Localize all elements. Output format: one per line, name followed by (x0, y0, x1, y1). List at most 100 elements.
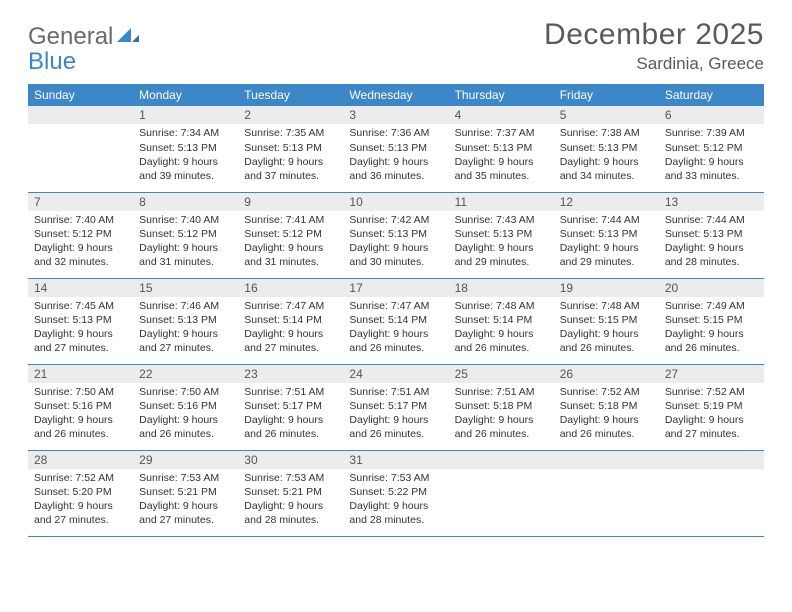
day-number: 6 (659, 106, 764, 124)
day-details: Sunrise: 7:46 AMSunset: 5:13 PMDaylight:… (133, 297, 238, 360)
day-header: Saturday (659, 84, 764, 106)
day-details: Sunrise: 7:38 AMSunset: 5:13 PMDaylight:… (554, 124, 659, 187)
calendar-cell: 25Sunrise: 7:51 AMSunset: 5:18 PMDayligh… (449, 364, 554, 450)
day-number: 24 (343, 365, 448, 383)
day-details: Sunrise: 7:47 AMSunset: 5:14 PMDaylight:… (343, 297, 448, 360)
logo: General Blue (28, 18, 139, 74)
calendar-cell: 1Sunrise: 7:34 AMSunset: 5:13 PMDaylight… (133, 106, 238, 192)
day-number: 10 (343, 193, 448, 211)
day-number: 21 (28, 365, 133, 383)
calendar-cell: 6Sunrise: 7:39 AMSunset: 5:12 PMDaylight… (659, 106, 764, 192)
calendar-cell: 7Sunrise: 7:40 AMSunset: 5:12 PMDaylight… (28, 192, 133, 278)
day-number: 17 (343, 279, 448, 297)
header: General Blue December 2025 Sardinia, Gre… (28, 18, 764, 74)
day-details: Sunrise: 7:42 AMSunset: 5:13 PMDaylight:… (343, 211, 448, 274)
calendar-cell: 14Sunrise: 7:45 AMSunset: 5:13 PMDayligh… (28, 278, 133, 364)
day-number: 27 (659, 365, 764, 383)
calendar-cell: 26Sunrise: 7:52 AMSunset: 5:18 PMDayligh… (554, 364, 659, 450)
day-number: 26 (554, 365, 659, 383)
day-details: Sunrise: 7:53 AMSunset: 5:21 PMDaylight:… (133, 469, 238, 532)
day-number: 9 (238, 193, 343, 211)
logo-word1: General (28, 23, 113, 50)
day-details: Sunrise: 7:44 AMSunset: 5:13 PMDaylight:… (554, 211, 659, 274)
calendar-cell: 3Sunrise: 7:36 AMSunset: 5:13 PMDaylight… (343, 106, 448, 192)
calendar-cell: 23Sunrise: 7:51 AMSunset: 5:17 PMDayligh… (238, 364, 343, 450)
calendar-cell: 17Sunrise: 7:47 AMSunset: 5:14 PMDayligh… (343, 278, 448, 364)
day-details: Sunrise: 7:35 AMSunset: 5:13 PMDaylight:… (238, 124, 343, 187)
day-details: Sunrise: 7:50 AMSunset: 5:16 PMDaylight:… (133, 383, 238, 446)
day-number: 28 (28, 451, 133, 469)
day-number: 16 (238, 279, 343, 297)
day-number-empty (28, 106, 133, 124)
calendar-cell: 5Sunrise: 7:38 AMSunset: 5:13 PMDaylight… (554, 106, 659, 192)
day-header: Friday (554, 84, 659, 106)
day-details: Sunrise: 7:41 AMSunset: 5:12 PMDaylight:… (238, 211, 343, 274)
day-number: 13 (659, 193, 764, 211)
day-details: Sunrise: 7:53 AMSunset: 5:21 PMDaylight:… (238, 469, 343, 532)
day-header: Tuesday (238, 84, 343, 106)
day-details: Sunrise: 7:43 AMSunset: 5:13 PMDaylight:… (449, 211, 554, 274)
calendar-head: SundayMondayTuesdayWednesdayThursdayFrid… (28, 84, 764, 106)
day-number: 4 (449, 106, 554, 124)
day-details: Sunrise: 7:40 AMSunset: 5:12 PMDaylight:… (28, 211, 133, 274)
day-number: 15 (133, 279, 238, 297)
calendar-row: 14Sunrise: 7:45 AMSunset: 5:13 PMDayligh… (28, 278, 764, 364)
calendar-cell: 4Sunrise: 7:37 AMSunset: 5:13 PMDaylight… (449, 106, 554, 192)
day-number: 1 (133, 106, 238, 124)
calendar-row: 7Sunrise: 7:40 AMSunset: 5:12 PMDaylight… (28, 192, 764, 278)
day-details: Sunrise: 7:37 AMSunset: 5:13 PMDaylight:… (449, 124, 554, 187)
day-header: Sunday (28, 84, 133, 106)
day-number: 18 (449, 279, 554, 297)
calendar-cell: 29Sunrise: 7:53 AMSunset: 5:21 PMDayligh… (133, 450, 238, 536)
calendar-table: SundayMondayTuesdayWednesdayThursdayFrid… (28, 84, 764, 537)
calendar-cell: 18Sunrise: 7:48 AMSunset: 5:14 PMDayligh… (449, 278, 554, 364)
day-details: Sunrise: 7:36 AMSunset: 5:13 PMDaylight:… (343, 124, 448, 187)
calendar-cell: 28Sunrise: 7:52 AMSunset: 5:20 PMDayligh… (28, 450, 133, 536)
day-number: 30 (238, 451, 343, 469)
day-number: 8 (133, 193, 238, 211)
calendar-cell: 2Sunrise: 7:35 AMSunset: 5:13 PMDaylight… (238, 106, 343, 192)
calendar-cell: 31Sunrise: 7:53 AMSunset: 5:22 PMDayligh… (343, 450, 448, 536)
calendar-cell: 13Sunrise: 7:44 AMSunset: 5:13 PMDayligh… (659, 192, 764, 278)
day-details: Sunrise: 7:53 AMSunset: 5:22 PMDaylight:… (343, 469, 448, 532)
calendar-cell: 15Sunrise: 7:46 AMSunset: 5:13 PMDayligh… (133, 278, 238, 364)
day-number: 3 (343, 106, 448, 124)
day-details: Sunrise: 7:48 AMSunset: 5:14 PMDaylight:… (449, 297, 554, 360)
day-number-empty (659, 451, 764, 469)
logo-text: General Blue (28, 24, 139, 74)
calendar-cell: 24Sunrise: 7:51 AMSunset: 5:17 PMDayligh… (343, 364, 448, 450)
day-details: Sunrise: 7:52 AMSunset: 5:20 PMDaylight:… (28, 469, 133, 532)
day-number: 12 (554, 193, 659, 211)
calendar-body: 1Sunrise: 7:34 AMSunset: 5:13 PMDaylight… (28, 106, 764, 536)
day-number: 7 (28, 193, 133, 211)
day-details: Sunrise: 7:45 AMSunset: 5:13 PMDaylight:… (28, 297, 133, 360)
day-number: 2 (238, 106, 343, 124)
day-number: 19 (554, 279, 659, 297)
calendar-cell: 20Sunrise: 7:49 AMSunset: 5:15 PMDayligh… (659, 278, 764, 364)
logo-word2: Blue (28, 48, 76, 75)
day-number-empty (554, 451, 659, 469)
calendar-page: General Blue December 2025 Sardinia, Gre… (0, 0, 792, 547)
calendar-cell (449, 450, 554, 536)
day-details: Sunrise: 7:47 AMSunset: 5:14 PMDaylight:… (238, 297, 343, 360)
day-header-row: SundayMondayTuesdayWednesdayThursdayFrid… (28, 84, 764, 106)
day-details: Sunrise: 7:34 AMSunset: 5:13 PMDaylight:… (133, 124, 238, 187)
day-number: 20 (659, 279, 764, 297)
day-details: Sunrise: 7:49 AMSunset: 5:15 PMDaylight:… (659, 297, 764, 360)
day-number: 23 (238, 365, 343, 383)
calendar-cell: 30Sunrise: 7:53 AMSunset: 5:21 PMDayligh… (238, 450, 343, 536)
day-details: Sunrise: 7:40 AMSunset: 5:12 PMDaylight:… (133, 211, 238, 274)
day-details: Sunrise: 7:48 AMSunset: 5:15 PMDaylight:… (554, 297, 659, 360)
calendar-cell: 10Sunrise: 7:42 AMSunset: 5:13 PMDayligh… (343, 192, 448, 278)
calendar-cell: 22Sunrise: 7:50 AMSunset: 5:16 PMDayligh… (133, 364, 238, 450)
calendar-cell: 8Sunrise: 7:40 AMSunset: 5:12 PMDaylight… (133, 192, 238, 278)
day-number: 22 (133, 365, 238, 383)
day-header: Wednesday (343, 84, 448, 106)
day-number: 5 (554, 106, 659, 124)
day-header: Thursday (449, 84, 554, 106)
day-number: 11 (449, 193, 554, 211)
day-number: 25 (449, 365, 554, 383)
day-header: Monday (133, 84, 238, 106)
calendar-cell: 12Sunrise: 7:44 AMSunset: 5:13 PMDayligh… (554, 192, 659, 278)
logo-sail-icon (117, 23, 139, 50)
